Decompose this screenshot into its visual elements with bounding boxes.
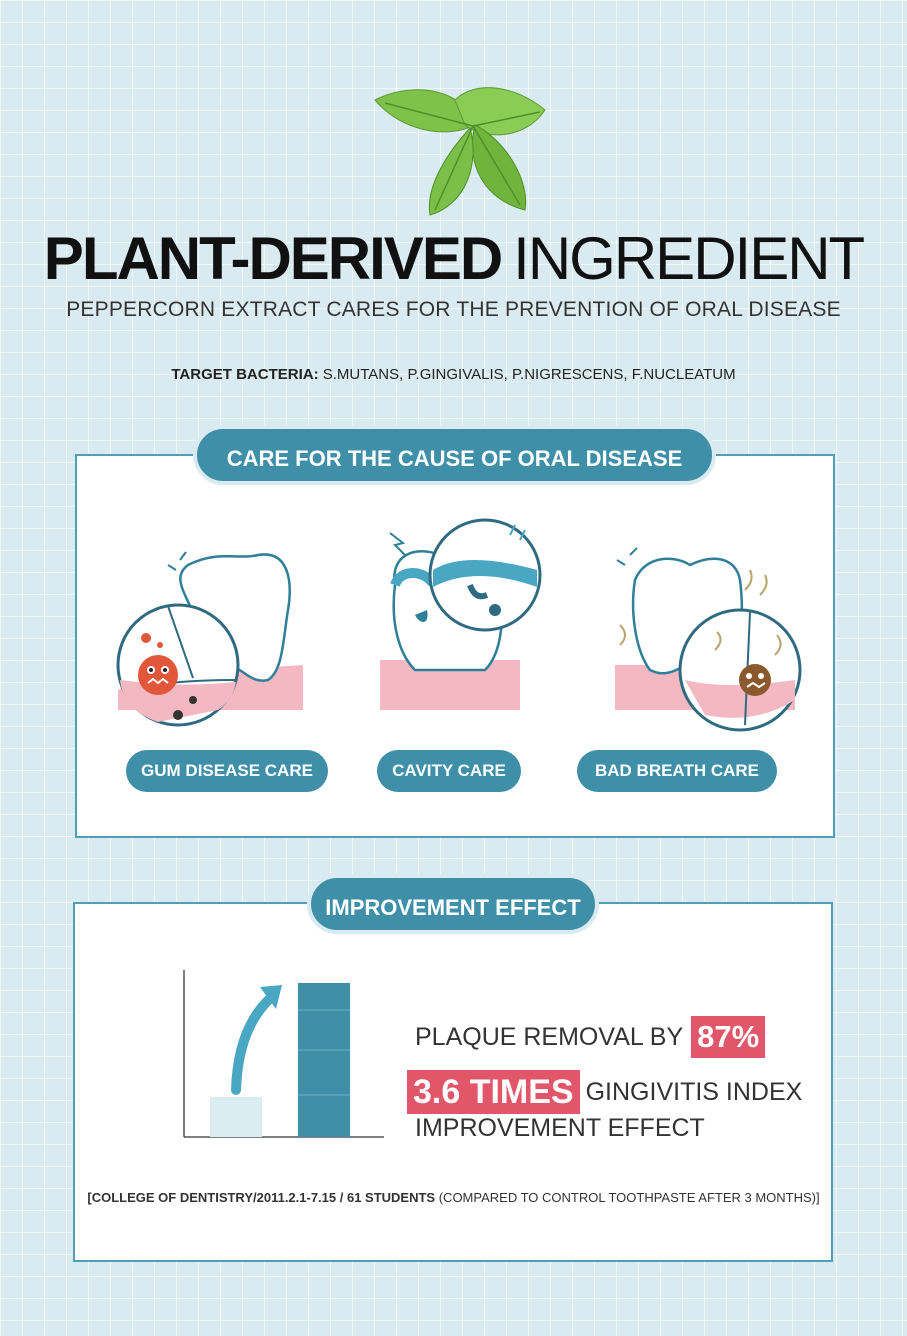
footnote-light: (COMPARED TO CONTROL TOOTHPASTE AFTER 3 … xyxy=(435,1190,820,1205)
target-bacteria-label: TARGET BACTERIA: xyxy=(171,366,319,383)
mint-leaf-icon xyxy=(374,87,546,216)
title-light: INGREDIENT xyxy=(513,225,865,292)
improvement-bar-graphic xyxy=(183,970,384,1138)
bad-breath-care-label: BAD BREATH CARE xyxy=(577,750,777,792)
up-arrow-icon xyxy=(231,990,279,1095)
target-bacteria: TARGET BACTERIA: S.MUTANS, P.GINGIVALIS,… xyxy=(0,366,907,383)
gum-disease-care-label: GUM DISEASE CARE xyxy=(126,750,328,792)
gingivitis-times: 3.6 TIMES xyxy=(407,1070,580,1114)
after-bar xyxy=(298,983,350,1137)
target-bacteria-value: S.MUTANS, P.GINGIVALIS, P.NIGRESCENS, F.… xyxy=(322,366,736,383)
bad-breath-tooth-icon xyxy=(615,547,802,732)
footnote-bold: [COLLEGE OF DENTISTRY/2011.2.1-7.15 / 61… xyxy=(87,1190,436,1205)
improvement-effect-text: IMPROVEMENT EFFECT xyxy=(415,1114,705,1142)
page-title: PLANT-DERIVED INGREDIENT xyxy=(0,226,907,292)
plaque-removal-text: PLAQUE REMOVAL BY xyxy=(415,1022,684,1051)
gingivitis-index-text: GINGIVITIS INDEX xyxy=(585,1077,803,1106)
title-bold: PLANT-DERIVED xyxy=(43,225,503,292)
gingivitis-line: 3.6 TIMES GINGIVITIS INDEX xyxy=(407,1070,802,1114)
plaque-removal-line: PLAQUE REMOVAL BY 87% xyxy=(415,1016,766,1058)
cavity-care-label: CAVITY CARE xyxy=(377,750,521,792)
before-bar xyxy=(210,1097,262,1137)
cavity-tooth-icon xyxy=(380,518,542,710)
care-section-heading: CARE FOR THE CAUSE OF ORAL DISEASE xyxy=(193,425,716,485)
plaque-removal-percent: 87% xyxy=(691,1016,766,1058)
improvement-section-heading: IMPROVEMENT EFFECT xyxy=(307,874,599,934)
study-footnote: [COLLEGE OF DENTISTRY/2011.2.1-7.15 / 61… xyxy=(0,1190,907,1205)
gum-disease-tooth-icon xyxy=(116,551,303,727)
subtitle: PEPPERCORN EXTRACT CARES FOR THE PREVENT… xyxy=(66,298,841,321)
